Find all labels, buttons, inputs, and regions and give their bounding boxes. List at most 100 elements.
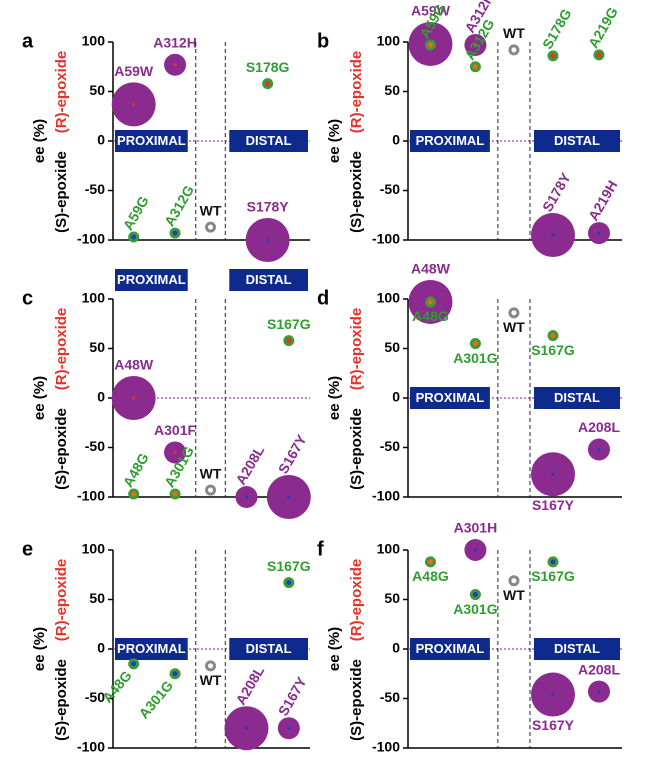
y-tick-label: 100 (82, 33, 106, 49)
point-label: A48G (99, 667, 135, 705)
point-label: A301G (453, 601, 497, 617)
marker-center (287, 495, 291, 499)
y-tick-label: -100 (372, 739, 400, 755)
marker (508, 44, 520, 56)
marker-center (596, 52, 602, 58)
point-label: S167G (267, 316, 311, 332)
point-label: A219H (585, 178, 621, 224)
y-axis-label-bottom: (S)-epoxide (53, 151, 70, 233)
point-label: WT (503, 587, 525, 603)
point-label: A208L (232, 443, 267, 488)
region-label: PROXIMAL (416, 133, 485, 148)
region-label: PROXIMAL (416, 641, 485, 656)
region-label: DISTAL (246, 272, 292, 287)
marker-center (172, 491, 178, 497)
marker-center (427, 299, 433, 305)
y-tick-label: 100 (377, 541, 401, 557)
point-label: A48W (411, 261, 451, 277)
y-tick-label: 50 (384, 590, 400, 606)
marker-center (473, 43, 477, 47)
y-tick-label: 0 (392, 640, 400, 656)
y-tick-label: 50 (384, 82, 400, 98)
region-box (115, 130, 188, 152)
marker-center (287, 726, 291, 730)
marker-center (131, 234, 137, 240)
point-label: WT (200, 465, 222, 481)
point-label: A208L (578, 661, 620, 677)
marker-center (131, 661, 137, 667)
point-label: A312H (153, 34, 197, 50)
region-label: DISTAL (554, 390, 600, 405)
marker-center (172, 671, 178, 677)
region-box (229, 130, 308, 152)
y-tick-label: -50 (380, 181, 400, 197)
panel-letter: f (317, 538, 324, 560)
marker-center (427, 559, 433, 565)
y-tick-label: -50 (85, 689, 105, 705)
marker-center (173, 450, 177, 454)
y-tick-label: -50 (85, 438, 105, 454)
y-tick-label: 0 (97, 640, 105, 656)
marker (205, 660, 217, 672)
y-tick-label: 50 (89, 339, 105, 355)
y-tick-label: -50 (380, 689, 400, 705)
point-label: S178G (246, 59, 290, 75)
point-label: A301G (135, 677, 176, 721)
point-label: A301H (454, 520, 498, 536)
y-tick-label: -100 (77, 739, 105, 755)
point-label: A59W (411, 3, 451, 19)
marker (205, 484, 217, 496)
marker-center (265, 81, 271, 87)
y-axis-label-top: (R)-epoxide (53, 308, 70, 391)
marker-center (173, 63, 177, 67)
panel-letter: d (317, 287, 329, 309)
marker-center (550, 333, 556, 339)
y-axis-label: ee (%) (31, 627, 48, 671)
point-label: A48W (114, 357, 154, 373)
marker (205, 221, 217, 233)
point-label: WT (200, 672, 222, 688)
y-tick-label: -100 (77, 231, 105, 247)
region-box (115, 269, 188, 291)
region-label: DISTAL (554, 641, 600, 656)
panel-letter: b (317, 30, 329, 52)
y-tick-label: 100 (377, 33, 401, 49)
marker-center (597, 690, 601, 694)
marker-center (551, 233, 555, 237)
region-box (115, 638, 188, 660)
marker-center (132, 396, 136, 400)
point-label: WT (200, 202, 222, 218)
panel-letter: a (22, 30, 34, 52)
y-axis-label-top: (R)-epoxide (53, 51, 70, 134)
y-tick-label: -100 (372, 231, 400, 247)
marker-center (266, 238, 270, 242)
region-label: PROXIMAL (117, 641, 186, 656)
point-label: A301F (154, 422, 196, 438)
region-box (410, 130, 490, 152)
region-box (229, 269, 308, 291)
marker-center (286, 338, 292, 344)
marker-center (550, 53, 556, 59)
region-label: PROXIMAL (416, 390, 485, 405)
marker-center (132, 102, 136, 106)
y-axis-label-top: (R)-epoxide (348, 559, 365, 642)
point-label: A312G (161, 182, 197, 229)
region-label: PROXIMAL (117, 272, 186, 287)
y-axis-label: ee (%) (326, 119, 343, 163)
marker (508, 575, 520, 587)
point-label: A219G (585, 4, 621, 51)
point-label: A48G (120, 450, 152, 490)
marker-center (473, 548, 477, 552)
region-box (410, 638, 490, 660)
y-tick-label: -100 (372, 488, 400, 504)
point-label: S167Y (275, 674, 310, 719)
y-tick-label: -50 (380, 438, 400, 454)
point-label: A59W (114, 63, 154, 79)
region-box (229, 638, 308, 660)
point-label: WT (503, 25, 525, 41)
y-tick-label: 0 (97, 132, 105, 148)
marker-center (550, 559, 556, 565)
y-tick-label: -50 (85, 181, 105, 197)
y-axis-label: ee (%) (31, 376, 48, 420)
